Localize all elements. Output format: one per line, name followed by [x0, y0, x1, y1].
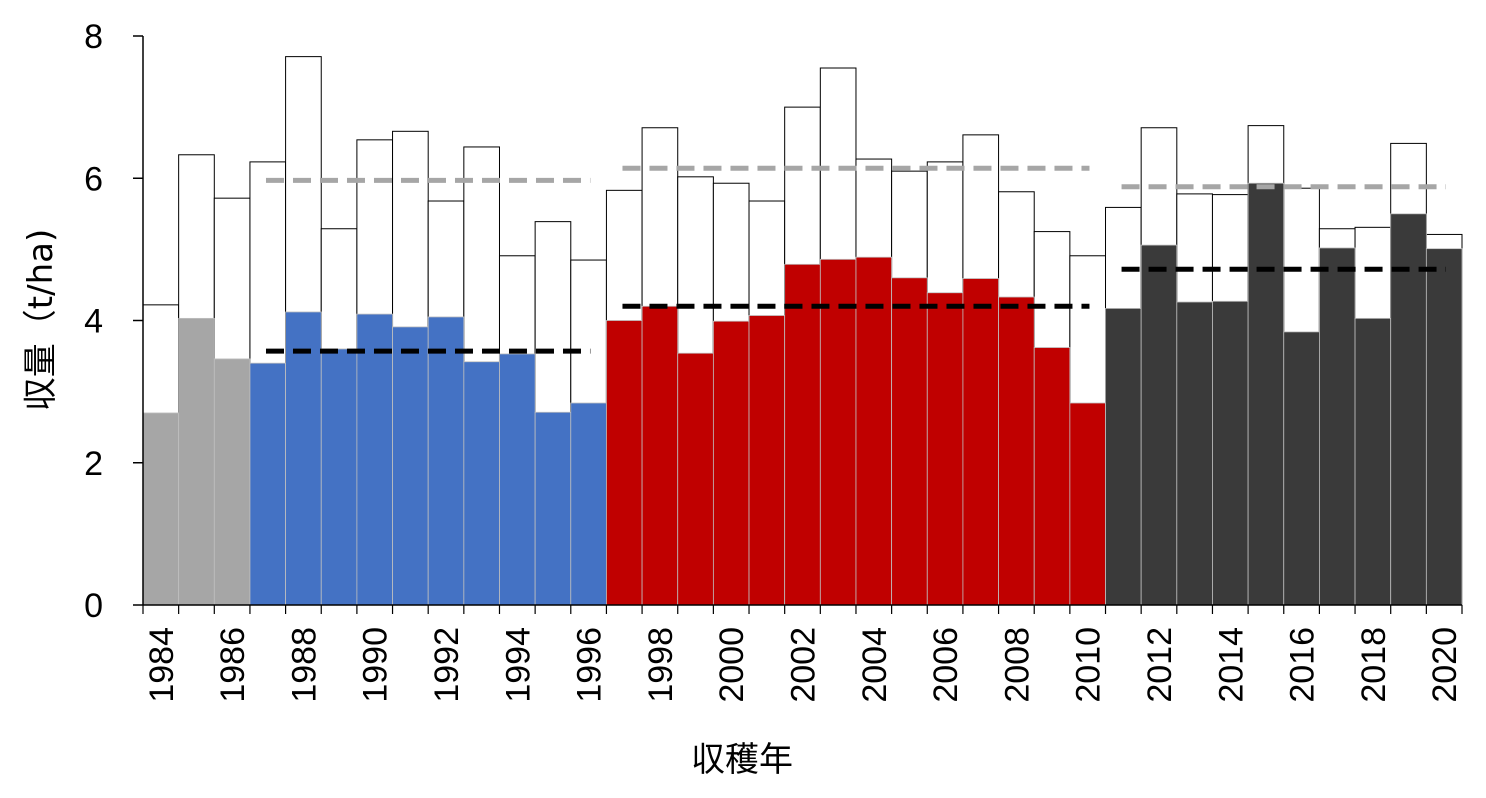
y-tick-label: 0 [84, 587, 103, 625]
filled-bar-1998 [641, 305, 679, 606]
filled-bar-2014 [1212, 300, 1249, 606]
filled-bar-2020 [1425, 248, 1463, 606]
x-tick-label: 2014 [1212, 627, 1250, 703]
x-tick-label: 2002 [785, 627, 823, 703]
filled-bar-series [142, 182, 1463, 606]
filled-bar-2006 [926, 292, 964, 606]
filled-bar-1991 [392, 326, 429, 606]
filled-bar-1995 [534, 411, 572, 606]
x-tick-label: 1994 [499, 627, 537, 703]
x-tick-label: 2020 [1426, 627, 1464, 703]
x-tick-label: 2004 [856, 627, 894, 703]
filled-bar-2000 [712, 320, 750, 606]
x-tick-label: 1998 [642, 627, 680, 703]
filled-bar-2003 [819, 258, 857, 606]
x-tick-label: 2018 [1355, 627, 1393, 703]
filled-bar-2008 [998, 296, 1035, 606]
filled-bar-2015 [1247, 182, 1285, 606]
filled-bar-1989 [320, 348, 358, 606]
filled-bar-2004 [855, 256, 893, 606]
y-tick-label: 8 [84, 18, 103, 56]
filled-bar-2018 [1354, 317, 1392, 606]
filled-bar-1997 [606, 320, 643, 606]
x-tick-label: 1986 [214, 627, 252, 703]
y-tick-label: 4 [84, 303, 103, 341]
filled-bar-2016 [1283, 331, 1320, 606]
filled-bar-1992 [427, 316, 465, 606]
x-tick-label: 1990 [357, 627, 395, 703]
x-tick-label: 2000 [713, 627, 751, 703]
x-tick-label: 2010 [1070, 627, 1108, 703]
filled-bar-2010 [1069, 402, 1106, 606]
filled-bar-2013 [1176, 301, 1213, 606]
filled-bar-1988 [285, 311, 322, 606]
filled-bar-2005 [891, 277, 928, 606]
y-ticks: 0 2 4 6 8 [84, 18, 143, 625]
filled-bar-2001 [748, 315, 786, 606]
x-tick-label: 1996 [571, 627, 609, 703]
y-tick-label: 2 [84, 445, 103, 483]
x-ticks: 1984 1986 1988 1990 1992 1994 1996 1998 2000 2002… [142, 605, 1464, 703]
filled-bar-2011 [1105, 308, 1142, 606]
x-axis-title: 収穫年 [691, 740, 793, 780]
x-tick-label: 2016 [1284, 627, 1322, 703]
y-axis-title: 収量（t/ha) [21, 229, 61, 411]
filled-bar-1994 [499, 353, 536, 606]
filled-bar-1996 [570, 402, 607, 606]
filled-bar-1986 [213, 358, 251, 606]
x-tick-label: 1988 [285, 627, 323, 703]
filled-bar-1993 [463, 361, 500, 606]
filled-bar-1984 [142, 412, 180, 606]
filled-bar-1987 [249, 362, 286, 606]
filled-bar-1999 [677, 352, 714, 606]
filled-bar-1985 [178, 317, 215, 606]
y-tick-label: 6 [84, 160, 103, 198]
filled-bar-2009 [1033, 347, 1071, 606]
filled-bar-2017 [1319, 247, 1356, 606]
filled-bar-2007 [962, 278, 999, 606]
filled-bar-1990 [356, 313, 393, 606]
mean-line-series [265, 165, 1446, 354]
x-tick-label: 1984 [143, 627, 181, 703]
filled-bar-2012 [1140, 244, 1178, 606]
filled-bar-2002 [784, 263, 821, 606]
x-tick-label: 2008 [998, 627, 1036, 703]
x-tick-label: 1992 [428, 627, 466, 703]
x-tick-label: 2012 [1141, 627, 1179, 703]
x-tick-label: 2006 [927, 627, 965, 703]
filled-bar-2019 [1390, 213, 1427, 606]
